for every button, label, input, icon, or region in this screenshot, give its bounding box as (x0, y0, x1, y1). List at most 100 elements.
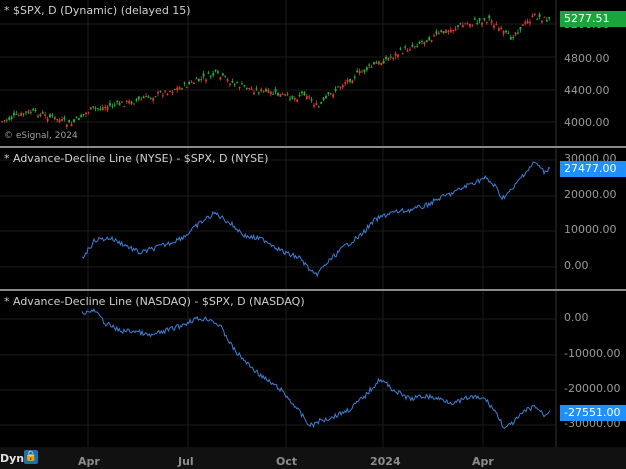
candle-body (334, 88, 337, 91)
candle-body (97, 108, 99, 110)
candle-body (473, 18, 476, 20)
candle-body (212, 73, 215, 76)
candle-body (178, 87, 181, 90)
candle-body (265, 89, 267, 92)
candle-body (202, 73, 205, 77)
candle-body (363, 69, 366, 72)
candle-body (375, 62, 378, 64)
candle-body (341, 85, 344, 88)
candle-body (469, 23, 471, 27)
candle-body (190, 81, 193, 83)
candle-body (356, 70, 359, 73)
candle-body (8, 117, 11, 120)
candle-body (404, 46, 407, 48)
candle-body (159, 91, 162, 93)
adl-nyse-pane[interactable]: * Advance-Decline Line (NYSE) - $SPX, D … (0, 148, 626, 289)
adl-nasdaq-pane-title: * Advance-Decline Line (NASDAQ) - $SPX, … (4, 295, 305, 308)
price-chart[interactable] (0, 0, 626, 146)
price-tick-label: 4800.00 (564, 52, 610, 65)
candle-body (538, 13, 541, 17)
nasdaq-tick-label: -10000.00 (564, 347, 621, 360)
dynamic-mode-label[interactable]: Dyn (0, 452, 25, 465)
candle-body (274, 88, 277, 92)
candle-body (89, 107, 92, 110)
price-tick-label: 4400.00 (564, 84, 610, 97)
candle-body (397, 54, 399, 58)
candle-body (389, 56, 392, 58)
candle-body (106, 106, 109, 110)
candle-body (209, 75, 212, 77)
candle-body (315, 103, 318, 106)
candle-body (123, 105, 126, 107)
candle-body (94, 107, 97, 109)
candle-body (68, 119, 71, 123)
candle-body (329, 93, 332, 95)
candle-body (253, 92, 255, 95)
candle-body (121, 101, 123, 103)
adl-nyse-chart[interactable] (0, 148, 626, 289)
candle-body (236, 82, 239, 84)
candle-body (497, 28, 500, 32)
candle-body (344, 82, 347, 84)
candle-body (44, 114, 47, 116)
candle-body (3, 120, 6, 122)
candle-body (200, 79, 203, 81)
candle-body (322, 97, 325, 100)
candle-body (476, 22, 479, 24)
candle-body (260, 89, 263, 92)
candle-body (99, 108, 102, 110)
candle-body (17, 115, 20, 117)
candle-body (485, 21, 488, 23)
candle-body (56, 119, 59, 121)
pane-divider[interactable] (0, 146, 626, 148)
time-axis[interactable]: Dyn 🔒 Apr Jul Oct 2024 Apr (0, 447, 626, 469)
price-tick-label: 4000.00 (564, 116, 610, 129)
candle-body (459, 23, 462, 25)
candle-body (368, 64, 371, 66)
candle-body (349, 78, 351, 82)
candle-body (495, 24, 498, 26)
esignal-credit: © eSignal, 2024 (4, 131, 78, 141)
candle-body (154, 96, 157, 98)
candle-body (219, 76, 222, 80)
lock-icon[interactable]: 🔒 (24, 450, 38, 464)
candle-body (125, 100, 128, 102)
candle-body (58, 119, 61, 123)
candle-body (1, 121, 3, 123)
candle-body (111, 105, 114, 107)
candle-body (128, 100, 131, 104)
candle-body (226, 79, 229, 82)
candle-body (519, 26, 522, 30)
candle-body (291, 95, 294, 99)
candle-body (130, 101, 133, 104)
time-axis-label: 2024 (370, 455, 401, 468)
candle-body (80, 114, 83, 118)
candle-body (505, 30, 507, 33)
adl-nasdaq-pane[interactable]: * Advance-Decline Line (NASDAQ) - $SPX, … (0, 291, 626, 447)
candle-body (440, 30, 443, 32)
candle-body (478, 18, 481, 21)
candle-body (543, 16, 546, 18)
adl-nasdaq-chart[interactable] (0, 291, 626, 447)
candle-body (152, 98, 155, 101)
candle-body (140, 99, 143, 101)
time-axis-label: Apr (78, 455, 100, 468)
candle-body (317, 106, 320, 108)
candle-body (517, 32, 519, 34)
pane-divider[interactable] (0, 289, 626, 291)
candle-body (257, 92, 260, 94)
candle-body (373, 61, 375, 65)
candle-body (142, 96, 145, 99)
candle-body (536, 18, 539, 20)
candle-body (445, 30, 447, 33)
candle-body (51, 115, 54, 117)
candle-body (298, 95, 301, 97)
candle-body (185, 87, 188, 89)
candle-body (284, 94, 287, 96)
candle-body (514, 32, 517, 35)
price-pane[interactable]: * $SPX, D (Dynamic) (delayed 15) © eSign… (0, 0, 626, 146)
candle-body (32, 108, 35, 111)
candle-body (101, 107, 104, 110)
candle-body (243, 84, 246, 87)
candle-body (262, 90, 265, 92)
